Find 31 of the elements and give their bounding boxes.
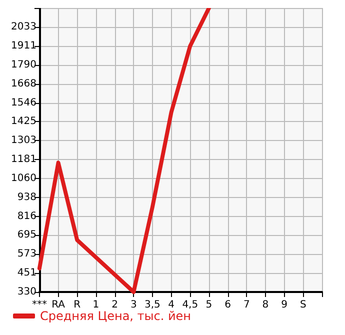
y-tick-label: 573 bbox=[17, 248, 36, 260]
y-tick-label: 938 bbox=[17, 192, 36, 203]
x-tick-label: 1 bbox=[92, 300, 100, 310]
x-tick-label: *** bbox=[32, 300, 47, 310]
y-tick-label: 1181 bbox=[10, 154, 36, 166]
y-tick-label: 1303 bbox=[10, 135, 36, 146]
x-tick-label: 2 bbox=[112, 300, 118, 310]
y-tick-label: 1911 bbox=[10, 40, 36, 52]
x-tick-label: 5 bbox=[206, 300, 212, 310]
x-tick-label: 9 bbox=[281, 300, 288, 310]
x-tick-label: 8 bbox=[262, 300, 269, 310]
x-tick-label: 4 bbox=[168, 300, 174, 310]
x-tick-label: RA bbox=[52, 300, 66, 310]
y-tick-label: 1060 bbox=[10, 172, 36, 184]
x-tick-label: S bbox=[300, 300, 306, 310]
x-tick-label: R bbox=[74, 300, 81, 310]
x-tick-label: 4,5 bbox=[182, 300, 198, 310]
y-tick-label: 330 bbox=[17, 286, 36, 298]
y-tick-label: 816 bbox=[17, 210, 36, 222]
y-tick-label: 451 bbox=[17, 268, 36, 279]
y-tick-label: 1668 bbox=[10, 78, 36, 90]
y-tick-label: 1790 bbox=[10, 59, 36, 70]
x-tick-label: 3,5 bbox=[144, 300, 160, 310]
y-tick-label: 1546 bbox=[10, 97, 36, 108]
x-tick-label: 7 bbox=[243, 300, 250, 310]
x-tick-label: 3 bbox=[130, 300, 137, 310]
y-tick-label: 2033 bbox=[10, 21, 36, 32]
y-tick-label: 1425 bbox=[10, 116, 36, 128]
y-tick-label: 695 bbox=[17, 230, 36, 241]
x-tick-label: 6 bbox=[224, 300, 232, 310]
legend-label: Средняя Цена, тыс. йен bbox=[40, 309, 192, 323]
